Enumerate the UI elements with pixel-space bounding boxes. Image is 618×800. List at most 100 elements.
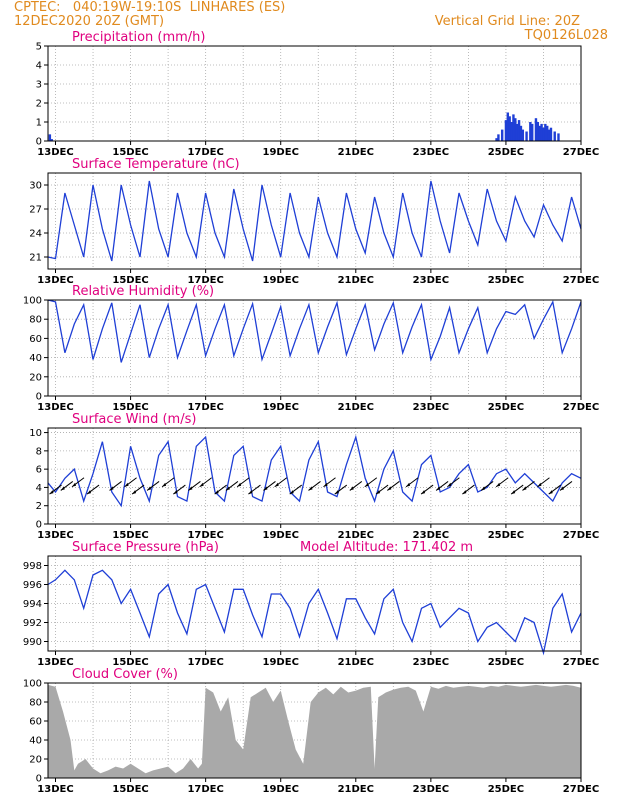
x-tick-label: 25DEC [488,402,524,413]
precip-bar [500,129,504,141]
wind-arrowhead [462,490,467,495]
panel-frame [47,172,582,270]
wind-arrowhead [72,482,77,487]
x-tick-label: 17DEC [187,402,223,413]
wind-arrowhead [188,486,193,491]
x-tick-label: 27DEC [563,275,599,286]
x-tick-label: 15DEC [112,147,148,158]
y-tick-label: 0 [36,392,42,403]
y-tick-label: 20 [29,755,42,766]
y-tick-label: 80 [29,315,42,326]
precip-bar [514,118,517,141]
precip-bar [495,138,498,141]
y-tick-label: 4 [36,483,42,494]
y-tick-label: 2 [36,99,42,110]
x-tick-label: 27DEC [563,784,599,795]
precip-bar [48,134,52,141]
series-line [47,569,582,656]
wind-arrowhead [60,486,65,491]
x-tick-label: 13DEC [37,657,73,668]
panel-title: Relative Humidity (%) [72,284,214,299]
panel-title: Surface Wind (m/s) [72,412,196,427]
x-tick-label: 17DEC [187,657,223,668]
wind-arrowhead [436,486,441,491]
x-tick-label: 21DEC [338,657,374,668]
wind-arrowhead [162,482,167,487]
x-tick-label: 27DEC [563,402,599,413]
wind-arrowhead [323,482,328,487]
x-tick-label: 23DEC [413,784,449,795]
x-tick-label: 25DEC [488,657,524,668]
precip-bar [547,129,551,141]
y-tick-label: 20 [29,372,42,383]
y-tick-label: 992 [23,618,42,629]
precip-bar [517,120,521,141]
panel-frame [47,427,582,525]
y-tick-label: 24 [29,229,42,240]
x-tick-label: 17DEC [187,530,223,541]
y-tick-label: 0 [36,520,42,531]
x-tick-label: 25DEC [488,275,524,286]
cloud-area [48,684,581,778]
x-tick-label: 25DEC [488,530,524,541]
x-tick-label: 19DEC [263,147,299,158]
x-tick-label: 13DEC [37,275,73,286]
wind-arrowhead [364,482,369,487]
precip-bar [546,125,549,141]
y-tick-label: 60 [29,334,42,345]
x-tick-label: 27DEC [563,530,599,541]
precip-bar [508,116,511,141]
y-tick-label: 80 [29,698,42,709]
wind-arrowhead [496,482,501,487]
precip-bar [504,120,508,141]
x-tick-label: 15DEC [112,402,148,413]
y-tick-label: 100 [23,296,42,307]
panel-title: Cloud Cover (%) [72,667,178,682]
precip-bar [531,123,534,141]
y-tick-label: 27 [29,205,42,216]
x-tick-label: 13DEC [37,402,73,413]
wind-arrowhead [548,490,553,495]
series-line [47,299,582,363]
y-tick-label: 1 [36,118,42,129]
wind-arrowhead [387,486,392,491]
wind-arrowhead [559,486,564,491]
x-tick-label: 21DEC [338,530,374,541]
y-tick-label: 6 [36,465,42,476]
wind-arrowhead [199,482,204,487]
x-tick-label: 19DEC [263,784,299,795]
x-tick-label: 15DEC [112,530,148,541]
x-tick-label: 13DEC [37,147,73,158]
panel-title: Precipitation (mm/h) [72,30,205,45]
wind-arrowhead [522,486,527,491]
x-tick-label: 15DEC [112,275,148,286]
date-header: 12DEC2020 20Z (GMT) [14,14,165,29]
y-tick-label: 3 [36,80,42,91]
x-tick-label: 21DEC [338,275,374,286]
y-tick-label: 990 [23,637,42,648]
y-tick-label: 998 [23,561,42,572]
series-line [47,434,582,508]
wind-arrowhead [376,490,381,495]
precip-bar [510,122,513,141]
wind-arrowhead [481,486,486,491]
x-tick-label: 23DEC [413,402,449,413]
x-tick-label: 17DEC [187,784,223,795]
wind-arrowhead [263,486,268,491]
precip-bar [529,122,532,141]
precip-bar [521,129,525,141]
x-tick-label: 23DEC [413,657,449,668]
precip-bar [540,123,543,141]
panel-frame [47,45,582,142]
x-tick-label: 23DEC [413,147,449,158]
x-tick-label: 19DEC [263,402,299,413]
y-tick-label: 8 [36,446,42,457]
y-tick-label: 21 [29,253,42,264]
wind-arrowhead [49,490,54,495]
panel-frame [47,299,582,397]
wind-arrowhead [132,490,137,495]
precip-bar [553,131,556,141]
station-header: CPTEC: 040:19W-19:10S LINHARES (ES) [14,0,286,15]
precip-bar [506,112,510,141]
model-id: TQ0126L028 [524,28,608,43]
